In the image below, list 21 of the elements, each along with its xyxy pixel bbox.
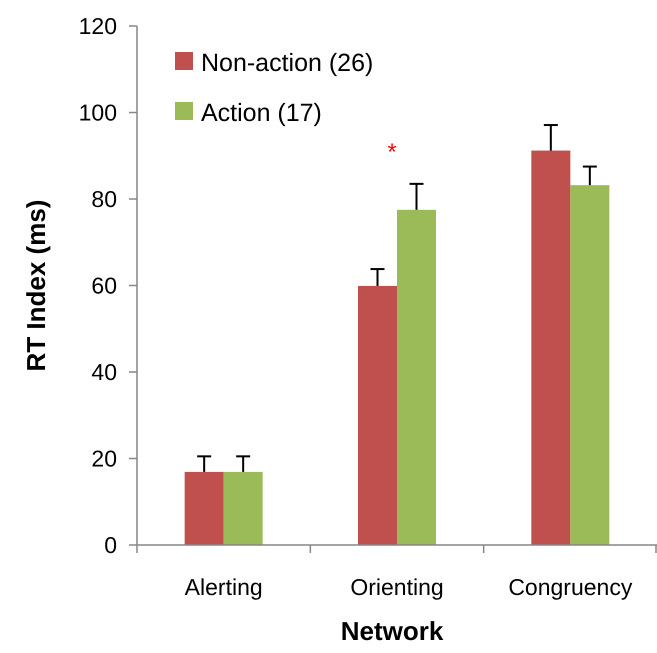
bar <box>224 472 263 545</box>
y-tick-label: 40 <box>91 359 117 386</box>
bar <box>531 150 570 545</box>
bar <box>397 210 436 545</box>
annotation: * <box>387 139 397 166</box>
legend-label: Non-action (26) <box>201 48 374 77</box>
y-tick-label: 60 <box>91 272 117 299</box>
x-tick-label: Congruency <box>508 574 633 600</box>
y-axis-title: RT Index (ms) <box>21 200 51 372</box>
bar <box>184 472 224 545</box>
y-tick-label: 20 <box>91 446 117 472</box>
bar <box>358 286 397 545</box>
y-tick-label: 80 <box>91 186 117 212</box>
legend-label: Action (17) <box>201 98 322 127</box>
y-tick-label: 120 <box>78 13 117 40</box>
y-tick-label: 100 <box>78 100 117 126</box>
x-tick-label: Orienting <box>350 574 444 600</box>
x-tick-label: Alerting <box>184 574 263 600</box>
bar <box>570 185 610 545</box>
y-tick-label: 0 <box>104 532 117 558</box>
x-axis-title: Network <box>340 616 444 646</box>
